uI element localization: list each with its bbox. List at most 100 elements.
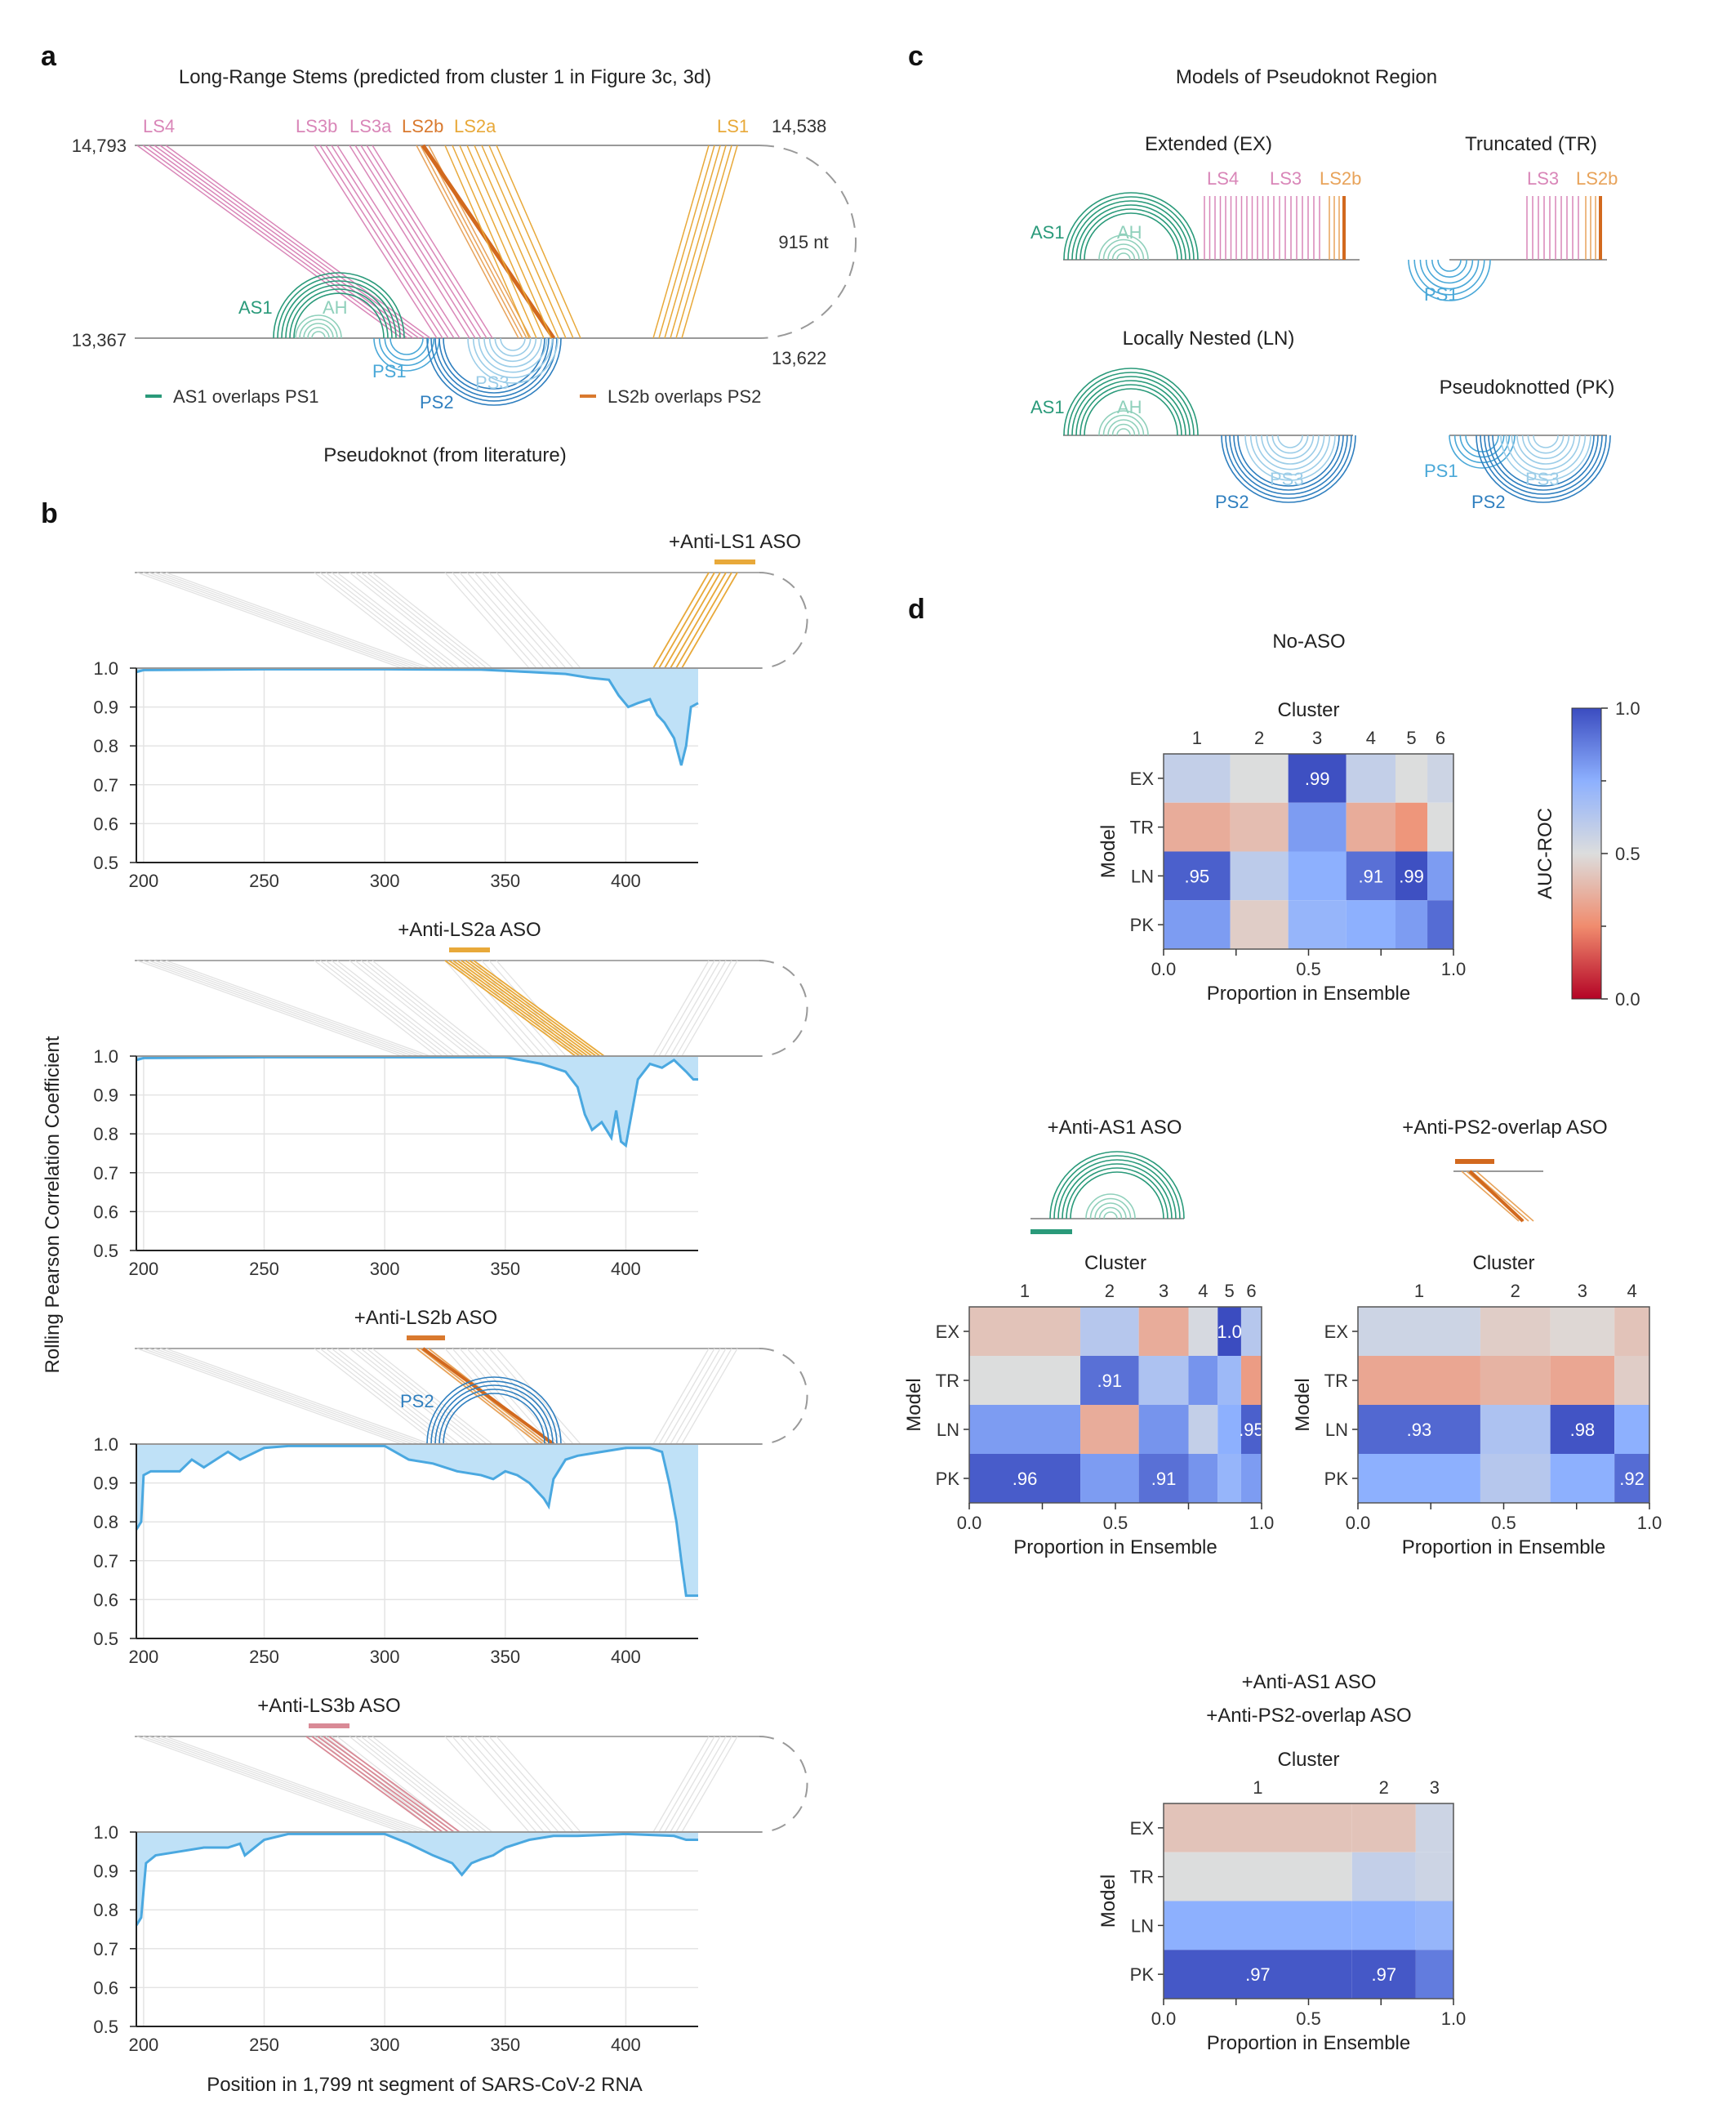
heatmap-cell: [1138, 1454, 1189, 1503]
label-ls3a: LS3a: [349, 116, 392, 136]
y-tick-label: 0.9: [93, 1473, 118, 1494]
overlay-stem-ls3b: [305, 1736, 438, 1833]
panel-b: b Rolling Pearson Correlation Coefficien…: [41, 498, 808, 2096]
y-tick-label: 0.8: [93, 736, 118, 756]
heatmap-cell: [1188, 1307, 1218, 1356]
overlay-stem-ls1: [652, 572, 710, 669]
background-stem: [670, 1348, 727, 1445]
heatmap-cluster-title: Cluster: [1084, 1252, 1146, 1274]
background-stem: [165, 572, 431, 669]
heatmap-cell: [1138, 1356, 1189, 1405]
correlation-line: [135, 1832, 698, 1927]
mini-arc-as1: [1066, 1167, 1168, 1219]
background-stem: [142, 1348, 408, 1445]
arc-ah: [311, 331, 326, 339]
heatmap-row-label: PK: [1130, 1964, 1155, 1985]
heatmap-cell: [1550, 1356, 1615, 1405]
x-tick-label: 350: [490, 2035, 520, 2055]
pk-arc-ps3: [1516, 435, 1575, 465]
background-stem: [459, 572, 545, 669]
rolling-correlation-chart: +Anti-LS2a ASO 0.5 0.6 0.7 0.8 0.9 1.0 200 250 30…: [93, 919, 808, 1279]
heatmap-cluster-label: 1: [1253, 1777, 1262, 1798]
heatmap-cluster-title: Cluster: [1277, 699, 1339, 721]
heatmap-cell-value: .98: [1570, 1420, 1596, 1440]
background-stem: [154, 1736, 420, 1833]
arc-ps3: [500, 337, 526, 351]
ln-arc-ps3: [1255, 435, 1325, 470]
background-stem: [142, 572, 408, 669]
heatmap-cell: [1346, 802, 1395, 852]
background-stem: [372, 572, 493, 669]
heatmap-ylabel: Model: [1097, 1875, 1119, 1928]
background-stem: [466, 1736, 552, 1833]
background-stem: [372, 1348, 493, 1445]
overlay-stem-ls3b: [323, 1736, 455, 1833]
background-stem: [165, 1348, 431, 1445]
overlay-stem-ls1: [670, 572, 727, 669]
stem-ls2a: [481, 145, 567, 339]
background-stem: [360, 960, 482, 1057]
ln-arc-ps3: [1271, 435, 1309, 454]
panel-d-aso-diagrams: [1030, 1151, 1543, 1234]
background-stem: [325, 572, 449, 669]
heatmap-cell: [1288, 754, 1347, 803]
heatmap-cell: [1188, 1454, 1218, 1503]
pk-arc-ps3: [1527, 435, 1565, 454]
ex-label-as1: AS1: [1030, 222, 1065, 243]
y-tick-label: 1.0: [93, 1434, 118, 1455]
background-stem: [349, 572, 470, 669]
heatmap-no-aso-title: No-ASO: [1272, 631, 1345, 653]
background-stem: [372, 960, 493, 1057]
heatmap-cell: [1240, 1356, 1262, 1405]
x-tick-label: 250: [249, 1259, 279, 1279]
heatmap-cell: [1351, 1852, 1416, 1901]
label-as1: AS1: [238, 297, 273, 318]
background-stem: [154, 960, 420, 1057]
heatmap-cell: [1164, 1852, 1352, 1901]
ln-arc-as1: [1075, 380, 1186, 436]
chart-title: +Anti-LS3b ASO: [257, 1695, 400, 1717]
heatmap-cell: [1358, 1356, 1480, 1405]
background-stem: [496, 1736, 581, 1833]
heatmap-cell: [1288, 900, 1347, 949]
heatmap-cell: [1351, 1901, 1416, 1950]
arc-ps1: [378, 337, 435, 366]
coord-top-left: 14,793: [72, 136, 127, 156]
colorbar-label: AUC-ROC: [1534, 808, 1556, 899]
tr-arc-ps1: [1419, 259, 1480, 290]
heatmap-row-label: EX: [1130, 1818, 1155, 1839]
tr-arc-ps1: [1437, 259, 1462, 272]
arc-ah: [299, 319, 338, 339]
x-tick-label: 200: [128, 1647, 158, 1667]
panel-c-title: Models of Pseudoknot Region: [1176, 66, 1437, 88]
heatmap-cluster-label: 6: [1436, 728, 1445, 748]
heatmap-row-label: LN: [1131, 866, 1154, 886]
background-stem: [496, 572, 581, 669]
heatmap-cell: [1138, 1405, 1189, 1454]
colorbar: 1.0 0.5 0.0 AUC-ROC: [1534, 698, 1640, 1010]
heatmap-cell: [1614, 1307, 1649, 1356]
background-stem: [148, 1348, 414, 1445]
ex-arc-ah: [1111, 247, 1136, 261]
heatmap-x-tick-label: 0.0: [1151, 959, 1177, 979]
x-tick-label: 250: [249, 871, 279, 891]
stem-ls2a: [474, 145, 559, 339]
model-tr-title: Truncated (TR): [1465, 133, 1597, 155]
arc-ps2: [430, 337, 558, 402]
heatmap-cell: [1164, 851, 1231, 901]
background-stem: [366, 1736, 487, 1833]
heatmap-cell-value: .96: [1013, 1469, 1038, 1489]
background-stem: [444, 572, 530, 669]
colorbar-tick-label: 0.5: [1615, 844, 1640, 864]
rolling-correlation-chart: +Anti-LS1 ASO 0.5 0.6 0.7 0.8 0.9 1.0 200 250 300…: [93, 531, 808, 891]
y-tick-label: 1.0: [93, 1046, 118, 1067]
mini-arc-ah: [1098, 1206, 1123, 1219]
arc-as1: [293, 292, 385, 339]
pk-arc-ps2: [1484, 435, 1603, 495]
background-stem: [466, 1348, 552, 1445]
heatmap-x-tick-label: 1.0: [1441, 2008, 1467, 2029]
background-stem: [360, 1348, 482, 1445]
background-stem: [165, 960, 431, 1057]
background-stem: [349, 1348, 470, 1445]
heatmap-cluster-label: 2: [1511, 1281, 1520, 1301]
